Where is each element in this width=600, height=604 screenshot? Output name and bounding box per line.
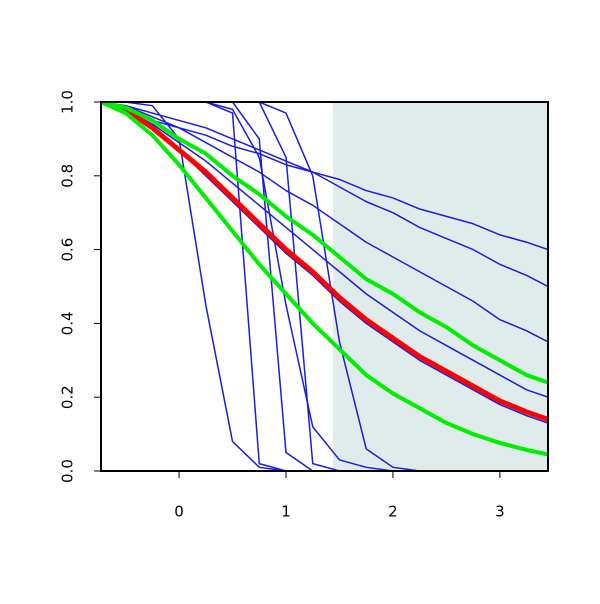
series-line bbox=[101, 102, 548, 288]
x-tick-label: 3 bbox=[495, 503, 505, 521]
series-line bbox=[101, 102, 548, 457]
series-line bbox=[101, 102, 548, 471]
y-tick-label: 1.0 bbox=[59, 90, 77, 114]
shaded-region bbox=[333, 102, 548, 471]
y-tick-label: 0.4 bbox=[59, 311, 77, 335]
series-line bbox=[101, 102, 548, 471]
y-tick-label: 0.6 bbox=[59, 238, 77, 262]
y-tick-label: 0.2 bbox=[59, 385, 77, 409]
plot-frame bbox=[100, 101, 549, 472]
y-tick-label: 0.8 bbox=[59, 164, 77, 188]
y-tick-label: 0.0 bbox=[59, 459, 77, 483]
series-line bbox=[101, 102, 548, 471]
x-tick-label: 0 bbox=[174, 503, 184, 521]
x-tick-label: 1 bbox=[281, 503, 291, 521]
x-tick-label: 2 bbox=[388, 503, 398, 521]
series-line bbox=[101, 102, 548, 385]
series-line bbox=[101, 102, 548, 471]
series-line bbox=[101, 102, 548, 343]
series-line bbox=[101, 102, 548, 422]
